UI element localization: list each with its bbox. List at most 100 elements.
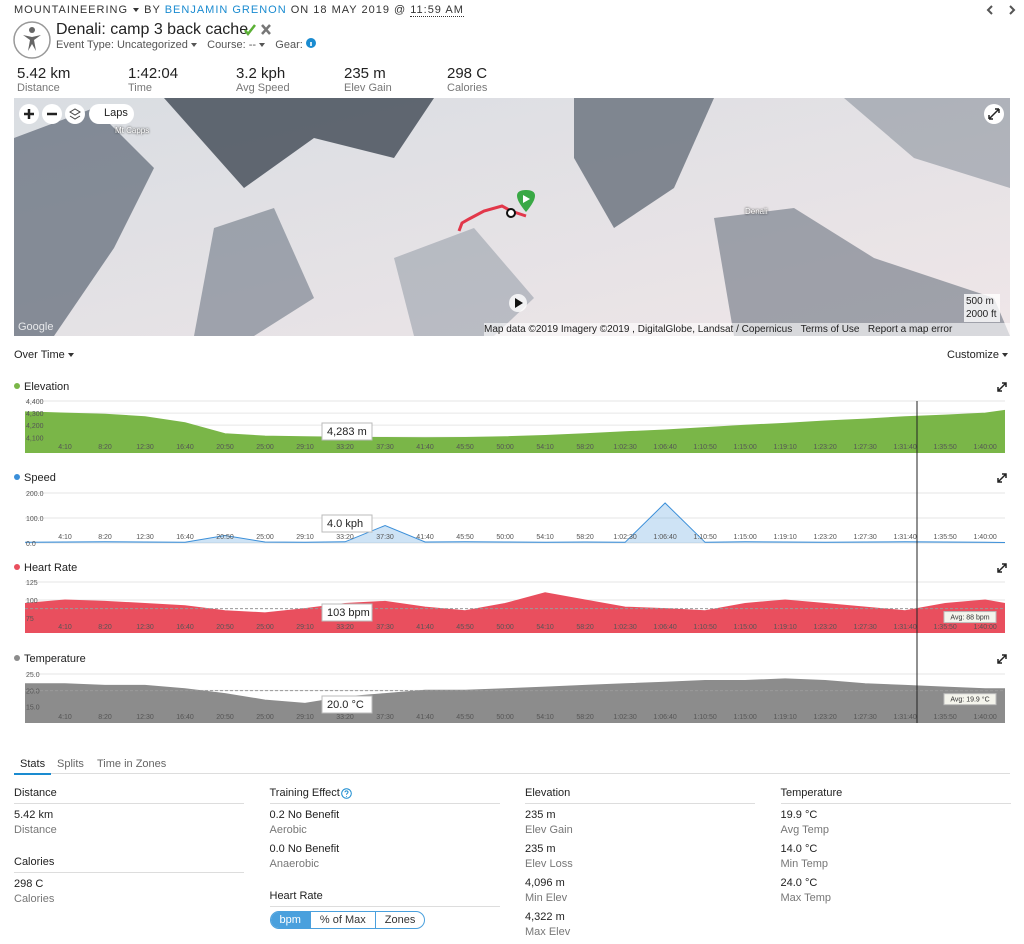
report[interactable]: Report a map error	[867, 324, 953, 335]
x-tick-label: 1:10:50	[693, 624, 716, 631]
x-tick-label: 29:10	[296, 534, 314, 541]
x-tick-label: 45:50	[456, 624, 474, 631]
x-tick-label: 4:10	[58, 534, 72, 541]
x-tick-label: 1:02:30	[613, 624, 636, 631]
expand-icon[interactable]	[997, 473, 1007, 483]
summary-value: 235 m	[344, 65, 386, 82]
stat-label: Min Elev	[525, 892, 568, 904]
line	[24, 409, 1006, 439]
y-tick-label: 4,200	[26, 423, 44, 430]
x-tick-label: 1:15:00	[733, 624, 756, 631]
customize[interactable]: Customize	[947, 349, 1009, 361]
x-tick-label: 1:06:40	[653, 714, 676, 721]
event-type[interactable]: Uncategorized	[116, 39, 188, 51]
x-tick-label: 1:40:00	[973, 444, 996, 451]
over-time-label[interactable]: Over Time	[14, 349, 65, 361]
title-icons[interactable]	[243, 23, 275, 37]
stat-label: Elev Loss	[525, 858, 573, 870]
map-controls[interactable]	[19, 104, 134, 124]
x-tick-label: 50:00	[496, 624, 514, 631]
time[interactable]: 11:59 AM	[410, 4, 464, 17]
help-icon[interactable]	[340, 788, 352, 799]
tab[interactable]: Splits	[57, 758, 84, 770]
x-tick-label: 8:20	[98, 624, 112, 631]
x-tick-label: 25:00	[256, 714, 274, 721]
chart-title: Elevation	[24, 381, 69, 393]
x-tick-label: 29:10	[296, 714, 314, 721]
x-tick-label: 4:10	[58, 444, 72, 451]
x-tick-label: 37:30	[376, 624, 394, 631]
summary-label: Calories	[447, 82, 488, 94]
course[interactable]: --	[248, 39, 257, 51]
y-tick-label: 0.0	[26, 541, 36, 548]
expand-icon[interactable]	[997, 382, 1007, 392]
x-tick-label: 20:50	[216, 444, 234, 451]
laps-toggle[interactable]: Laps	[104, 107, 128, 119]
y-tick-label: 4,400	[26, 399, 44, 406]
y-tick-label: 125	[26, 580, 38, 587]
author[interactable]: BENJAMIN GRENON	[164, 4, 287, 16]
tab[interactable]: Stats	[14, 758, 52, 775]
customize-label[interactable]: Customize	[947, 349, 999, 361]
x-tick-label: 1:02:30	[613, 714, 636, 721]
x-tick-label: 33:20	[336, 624, 354, 631]
x-tick-label: 1:35:50	[933, 444, 956, 451]
over-time[interactable]: Over Time	[14, 349, 75, 361]
x-tick-label: 41:40	[416, 624, 434, 631]
x-tick-label: 1:31:40	[893, 444, 916, 451]
x-tick-label: 1:40:00	[973, 624, 996, 631]
toggle-button[interactable]: Zones	[384, 914, 416, 926]
tab-divider	[14, 773, 1010, 774]
expand-icon[interactable]	[997, 563, 1007, 573]
average-label: Avg: 88 bpm	[950, 615, 989, 622]
x-tick-label: 1:15:00	[733, 444, 756, 451]
toggle-button[interactable]: % of Max	[311, 912, 376, 928]
x-tick-label: 54:10	[536, 624, 554, 631]
dropdown-arrow	[67, 353, 74, 357]
expand-icon[interactable]	[997, 654, 1007, 664]
tab[interactable]: Time in Zones	[97, 758, 167, 770]
x-tick-label: 1:31:40	[893, 534, 916, 541]
x-tick-label: 29:10	[296, 444, 314, 451]
nav-arrows[interactable]	[985, 4, 1019, 16]
y-tick-label: 4,300	[26, 411, 44, 418]
x-tick-label: 25:00	[256, 534, 274, 541]
x-tick-label: 1:15:00	[733, 714, 756, 721]
summary-value: 1:42:04	[128, 65, 179, 82]
line	[24, 592, 1006, 614]
tooltip: 20.0 °C	[327, 699, 364, 711]
x-tick-label: 20:50	[216, 534, 234, 541]
x-tick-label: 16:40	[176, 444, 194, 451]
x-tick-label: 1:19:10	[773, 624, 796, 631]
x-tick-label: 20:50	[216, 624, 234, 631]
stat-value: 298 C	[14, 878, 44, 890]
x-tick-label: 12:30	[136, 624, 154, 631]
y-tick-label: 20.0	[26, 688, 40, 695]
x-tick-label: 1:35:50	[933, 534, 956, 541]
activity-type[interactable]: MOUNTAINEERING	[14, 4, 129, 16]
stat-heading: Calories	[14, 856, 244, 873]
y-tick-label: 100.0	[26, 516, 44, 523]
legend-dot	[14, 383, 20, 389]
stat-heading: Distance	[14, 787, 244, 804]
stat-value: 4,096 m	[525, 877, 565, 889]
map[interactable]	[14, 98, 1010, 336]
toggle-button[interactable]: bpm	[270, 912, 311, 928]
gear-label: Gear:	[275, 39, 303, 51]
x-tick-label: 54:10	[536, 534, 554, 541]
area	[25, 410, 1005, 453]
x-tick-label: 50:00	[496, 444, 514, 451]
event-type-label: Event Type:	[56, 39, 114, 51]
activity-title[interactable]: Denali: camp 3 back cache	[56, 21, 249, 38]
x-tick-label: 1:06:40	[653, 624, 676, 631]
map-place: Denali	[745, 207, 768, 216]
x-tick-label: 1:31:40	[893, 624, 916, 631]
meta-row: Event Type: Uncategorized Course: -- Gea…	[56, 38, 316, 51]
y-tick-label: 200.0	[26, 491, 44, 498]
info-icon[interactable]	[305, 38, 316, 48]
course-label: Course:	[207, 39, 246, 51]
stat-heading: Elevation	[525, 787, 755, 804]
stat-label: Calories	[14, 893, 55, 905]
terms[interactable]: Terms of Use	[800, 324, 860, 335]
dropdown-arrow	[133, 8, 140, 12]
